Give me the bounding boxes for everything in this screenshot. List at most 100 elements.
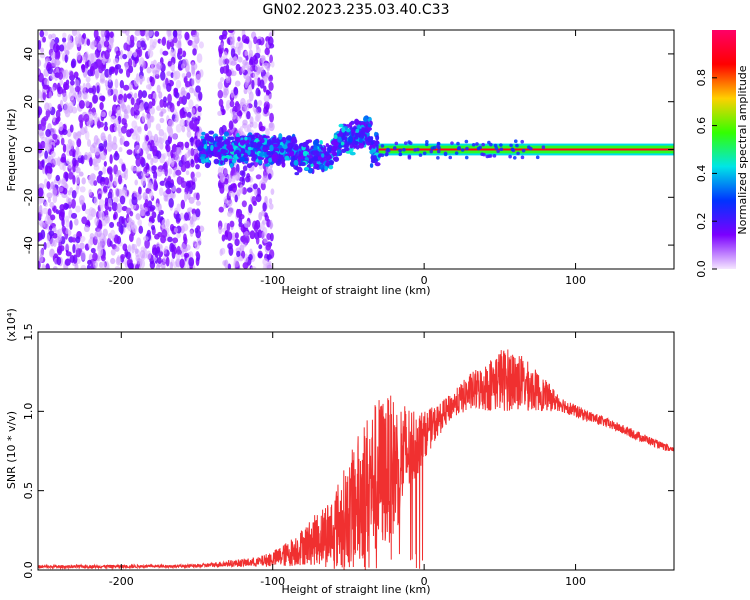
heat-cell — [162, 132, 167, 142]
heat-cell — [114, 245, 120, 252]
heat-cell — [145, 250, 152, 260]
heat-cell — [150, 106, 155, 115]
heat-cell — [141, 112, 146, 123]
heat-cell — [223, 88, 229, 96]
heat-cell — [109, 31, 114, 39]
heat-cell — [127, 222, 133, 232]
heat-cell — [290, 155, 296, 163]
heat-cell — [520, 139, 525, 144]
heat-cell — [182, 58, 189, 67]
heat-cell — [266, 150, 272, 156]
heat-cell — [242, 59, 248, 66]
heat-cell — [265, 243, 272, 251]
heat-cell — [62, 92, 68, 103]
heat-cell — [83, 52, 89, 62]
heat-cell — [298, 150, 302, 157]
heat-cell — [147, 221, 153, 227]
heat-cell — [47, 196, 52, 203]
heat-cell — [147, 49, 154, 58]
heat-cell — [244, 102, 250, 112]
heat-cell — [131, 243, 135, 254]
colorbar-label: Normalized spectral amplitude — [736, 65, 749, 234]
heat-cell — [126, 149, 133, 155]
heat-cell — [118, 174, 123, 185]
heat-cell — [375, 134, 380, 141]
heat-cell — [135, 133, 141, 143]
heat-cell — [197, 146, 204, 152]
heat-cell — [78, 90, 83, 96]
heat-cell — [55, 117, 60, 125]
heat-cell — [509, 143, 513, 148]
heat-cell — [93, 180, 98, 187]
heat-cell — [75, 131, 82, 137]
heat-cell — [183, 233, 187, 243]
heat-cell — [52, 239, 57, 248]
heat-cell — [178, 96, 184, 105]
heat-cell — [70, 80, 75, 86]
heat-cell — [264, 135, 270, 139]
heat-cell — [98, 170, 103, 176]
heat-cell — [57, 104, 62, 111]
chart-title: GN02.2023.235.03.40.C33 — [263, 2, 450, 18]
heat-cell — [113, 196, 119, 203]
heat-cell — [360, 130, 364, 137]
heat-cell — [42, 36, 46, 43]
heat-cell — [424, 142, 429, 147]
heat-cell — [157, 142, 162, 149]
heat-cell — [158, 91, 163, 99]
heat-cell — [93, 134, 99, 145]
heat-cell — [123, 109, 128, 115]
heat-cell — [156, 84, 161, 94]
heat-cell — [83, 225, 90, 233]
heat-cell — [111, 201, 118, 212]
heat-cell — [234, 80, 241, 87]
heat-cell — [221, 234, 226, 242]
heat-cell — [230, 60, 237, 66]
heat-cell — [282, 136, 286, 141]
heat-cell — [253, 78, 259, 86]
heat-cell — [62, 32, 67, 39]
heat-cell — [206, 135, 211, 142]
heat-cell — [104, 121, 108, 127]
heat-cell — [129, 210, 134, 217]
heat-cell — [67, 161, 72, 169]
heat-cell — [150, 224, 156, 231]
heat-cell — [131, 224, 138, 233]
heat-cell — [236, 189, 241, 197]
heat-cell — [436, 144, 440, 149]
heat-cell — [116, 221, 121, 227]
heat-cell — [224, 58, 230, 65]
heat-cell — [267, 173, 272, 180]
heat-cell — [100, 151, 107, 161]
heat-cell — [159, 117, 165, 123]
heat-cell — [199, 156, 205, 160]
heat-cell — [79, 199, 85, 206]
heat-cell — [218, 225, 223, 235]
heat-cell — [156, 61, 163, 70]
heat-cell — [140, 171, 146, 178]
heat-cell — [82, 82, 86, 93]
heat-cell — [61, 52, 66, 62]
heat-cell — [116, 169, 122, 176]
heat-cell — [194, 154, 199, 164]
heat-cell — [217, 110, 223, 117]
heat-cell — [202, 138, 207, 145]
heat-cell — [99, 72, 105, 83]
heat-cell — [48, 225, 53, 231]
heat-cell — [241, 65, 246, 74]
heat-cell — [127, 262, 134, 269]
heat-cell — [145, 113, 151, 121]
heat-cell — [219, 77, 225, 83]
heat-cell — [42, 207, 49, 215]
heat-cell — [166, 39, 171, 50]
heat-cell — [194, 242, 200, 250]
heat-cell — [272, 157, 277, 162]
heat-cell — [179, 119, 186, 128]
heat-cell — [267, 36, 274, 46]
heat-cell — [96, 228, 102, 238]
heat-cell — [258, 244, 263, 250]
heat-cell — [79, 242, 85, 250]
heat-cell — [247, 65, 252, 72]
heat-cell — [78, 100, 85, 109]
heat-cell — [129, 128, 134, 134]
